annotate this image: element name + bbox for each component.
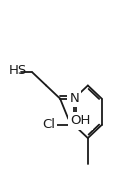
Text: N: N (70, 92, 79, 105)
Text: Cl: Cl (42, 118, 55, 131)
Text: HS: HS (8, 64, 27, 77)
Text: OH: OH (70, 114, 91, 127)
